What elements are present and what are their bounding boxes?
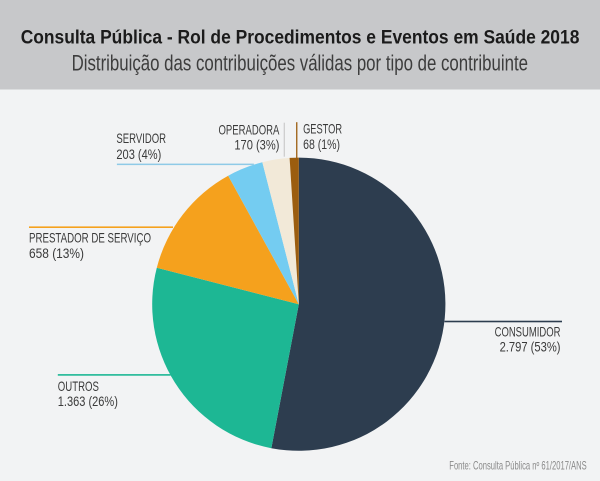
svg-text:OUTROS: OUTROS xyxy=(58,378,99,394)
svg-text:170 (3%): 170 (3%) xyxy=(234,137,279,153)
svg-text:GESTOR: GESTOR xyxy=(303,121,342,137)
svg-text:1.363 (26%): 1.363 (26%) xyxy=(58,393,118,409)
svg-text:Consulta Pública - Rol de Proc: Consulta Pública - Rol de Procedimentos … xyxy=(21,27,580,49)
svg-text:Distribuição das contribuições: Distribuição das contribuições válidas p… xyxy=(72,50,528,75)
svg-text:Fonte: Consulta Pública nº 61/: Fonte: Consulta Pública nº 61/2017/ANS xyxy=(449,460,587,473)
svg-text:203 (4%): 203 (4%) xyxy=(116,146,161,162)
svg-text:2.797 (53%): 2.797 (53%) xyxy=(500,339,561,355)
svg-text:SERVIDOR: SERVIDOR xyxy=(116,130,166,146)
svg-text:PRESTADOR DE SERVIÇO: PRESTADOR DE SERVIÇO xyxy=(29,230,151,246)
svg-text:658 (13%): 658 (13%) xyxy=(29,245,84,261)
svg-text:OPERADORA: OPERADORA xyxy=(219,122,280,138)
svg-text:68 (1%): 68 (1%) xyxy=(303,136,340,152)
svg-text:CONSUMIDOR: CONSUMIDOR xyxy=(495,323,561,339)
